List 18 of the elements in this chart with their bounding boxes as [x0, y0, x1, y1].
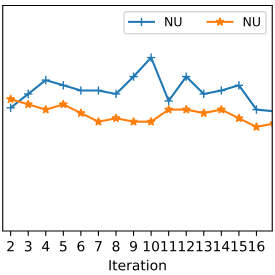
x-tick-label: 12	[178, 240, 194, 252]
x-tick-label: 13	[196, 240, 212, 252]
x-tick-label: 5	[60, 241, 67, 252]
x-tick-label: 8	[112, 240, 120, 252]
x-tick-label: 6	[77, 240, 84, 252]
x-tick-label: 9	[130, 240, 137, 252]
x-tick-label: 11	[161, 241, 176, 252]
x-tick-label: 4	[42, 241, 50, 252]
x-tick-label: 14	[214, 241, 230, 252]
x-axis-title: Iteration	[109, 260, 166, 270]
x-tick-label: 15	[232, 241, 247, 252]
legend-label: NU	[244, 17, 260, 26]
x-tick-label: 10	[144, 240, 160, 252]
x-tick-label: 7	[95, 241, 102, 252]
x-tick-label: 2	[7, 240, 14, 252]
legend-label: NU	[165, 17, 182, 26]
x-tick-label: 3	[24, 240, 32, 252]
x-tick-label: 16	[249, 240, 264, 252]
